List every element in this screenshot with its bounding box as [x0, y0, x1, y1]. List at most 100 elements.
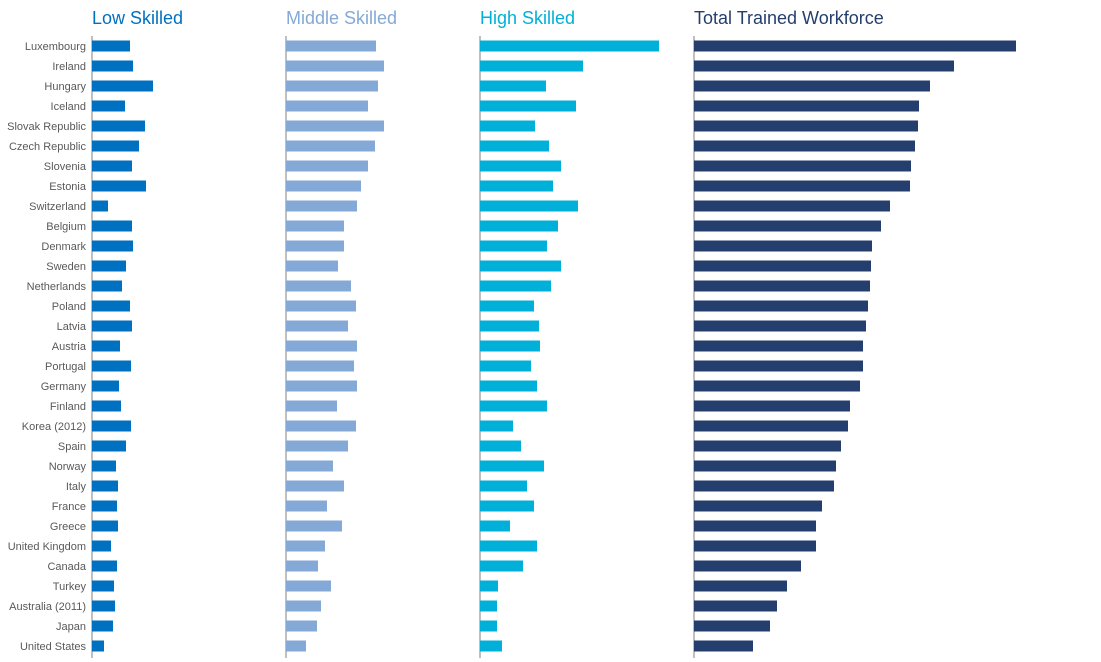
category-label-greece: Greece [50, 521, 86, 533]
bar-low-skilled-spain [92, 440, 126, 452]
bar-total-trained-workforce-netherlands [694, 280, 870, 292]
bar-high-skilled-italy [480, 480, 527, 492]
bar-low-skilled-latvia [92, 320, 132, 332]
panel-title-high-skilled: High Skilled [480, 8, 575, 28]
category-label-germany: Germany [41, 381, 87, 393]
bar-low-skilled-korea-2012 [92, 420, 131, 432]
bar-low-skilled-belgium [92, 220, 132, 232]
bar-total-trained-workforce-finland [694, 400, 850, 412]
category-label-finland: Finland [50, 401, 86, 413]
bar-low-skilled-iceland [92, 100, 125, 112]
bar-total-trained-workforce-denmark [694, 240, 872, 252]
bar-middle-skilled-canada [286, 560, 318, 572]
bar-high-skilled-ireland [480, 60, 583, 72]
bar-middle-skilled-poland [286, 300, 356, 312]
bar-high-skilled-slovak-republic [480, 120, 535, 132]
category-label-sweden: Sweden [46, 261, 86, 273]
bar-total-trained-workforce-austria [694, 340, 863, 352]
bar-low-skilled-sweden [92, 260, 126, 272]
bar-middle-skilled-iceland [286, 100, 368, 112]
bar-middle-skilled-finland [286, 400, 337, 412]
bar-low-skilled-luxembourg [92, 40, 130, 52]
bar-high-skilled-austria [480, 340, 540, 352]
bar-low-skilled-australia-2011 [92, 600, 115, 612]
bar-low-skilled-portugal [92, 360, 131, 372]
bar-middle-skilled-japan [286, 620, 317, 632]
bar-high-skilled-belgium [480, 220, 558, 232]
bar-high-skilled-greece [480, 520, 510, 532]
bar-total-trained-workforce-hungary [694, 80, 930, 92]
bar-total-trained-workforce-slovenia [694, 160, 911, 172]
bar-total-trained-workforce-united-states [694, 640, 753, 652]
bar-high-skilled-sweden [480, 260, 561, 272]
bar-middle-skilled-france [286, 500, 327, 512]
panel-title-low-skilled: Low Skilled [92, 8, 183, 28]
bar-low-skilled-turkey [92, 580, 114, 592]
category-label-poland: Poland [52, 301, 86, 313]
bar-total-trained-workforce-latvia [694, 320, 866, 332]
bar-low-skilled-hungary [92, 80, 153, 92]
bar-total-trained-workforce-luxembourg [694, 40, 1016, 52]
category-label-norway: Norway [49, 461, 87, 473]
panel-title-middle-skilled: Middle Skilled [286, 8, 397, 28]
bar-total-trained-workforce-italy [694, 480, 834, 492]
category-label-estonia: Estonia [49, 181, 87, 193]
bar-low-skilled-germany [92, 380, 119, 392]
bar-high-skilled-portugal [480, 360, 531, 372]
bar-low-skilled-ireland [92, 60, 133, 72]
bar-high-skilled-australia-2011 [480, 600, 497, 612]
bar-low-skilled-denmark [92, 240, 133, 252]
bar-middle-skilled-sweden [286, 260, 338, 272]
category-label-hungary: Hungary [44, 81, 86, 93]
category-label-france: France [52, 501, 86, 513]
bar-low-skilled-norway [92, 460, 116, 472]
category-label-united-kingdom: United Kingdom [8, 541, 86, 553]
bar-total-trained-workforce-ireland [694, 60, 954, 72]
bar-high-skilled-spain [480, 440, 521, 452]
category-label-slovenia: Slovenia [44, 161, 87, 173]
bar-low-skilled-greece [92, 520, 118, 532]
bar-low-skilled-austria [92, 340, 120, 352]
bar-high-skilled-turkey [480, 580, 498, 592]
bar-high-skilled-finland [480, 400, 547, 412]
bar-middle-skilled-australia-2011 [286, 600, 321, 612]
bar-middle-skilled-czech-republic [286, 140, 375, 152]
category-label-luxembourg: Luxembourg [25, 41, 86, 53]
category-label-spain: Spain [58, 441, 86, 453]
bar-low-skilled-poland [92, 300, 130, 312]
category-label-iceland: Iceland [51, 101, 86, 113]
bar-total-trained-workforce-spain [694, 440, 841, 452]
bar-total-trained-workforce-czech-republic [694, 140, 915, 152]
bar-middle-skilled-turkey [286, 580, 331, 592]
bar-high-skilled-iceland [480, 100, 576, 112]
category-label-turkey: Turkey [53, 581, 87, 593]
bar-low-skilled-netherlands [92, 280, 122, 292]
category-label-slovak-republic: Slovak Republic [7, 121, 86, 133]
bar-middle-skilled-switzerland [286, 200, 357, 212]
category-label-korea-2012: Korea (2012) [22, 421, 86, 433]
bar-middle-skilled-estonia [286, 180, 361, 192]
bar-low-skilled-canada [92, 560, 117, 572]
bar-low-skilled-france [92, 500, 117, 512]
bar-middle-skilled-united-states [286, 640, 306, 652]
bar-middle-skilled-slovenia [286, 160, 368, 172]
bar-total-trained-workforce-estonia [694, 180, 910, 192]
bar-middle-skilled-norway [286, 460, 333, 472]
bar-low-skilled-japan [92, 620, 113, 632]
category-label-portugal: Portugal [45, 361, 86, 373]
bar-high-skilled-norway [480, 460, 544, 472]
bar-high-skilled-estonia [480, 180, 553, 192]
bar-low-skilled-finland [92, 400, 121, 412]
bar-high-skilled-luxembourg [480, 40, 659, 52]
bar-middle-skilled-korea-2012 [286, 420, 356, 432]
bar-low-skilled-estonia [92, 180, 146, 192]
bar-total-trained-workforce-korea-2012 [694, 420, 848, 432]
bar-high-skilled-hungary [480, 80, 546, 92]
bar-high-skilled-united-states [480, 640, 502, 652]
category-label-switzerland: Switzerland [29, 201, 86, 213]
bar-total-trained-workforce-poland [694, 300, 868, 312]
bar-total-trained-workforce-switzerland [694, 200, 890, 212]
bar-high-skilled-korea-2012 [480, 420, 513, 432]
bar-low-skilled-slovak-republic [92, 120, 145, 132]
bar-low-skilled-czech-republic [92, 140, 139, 152]
